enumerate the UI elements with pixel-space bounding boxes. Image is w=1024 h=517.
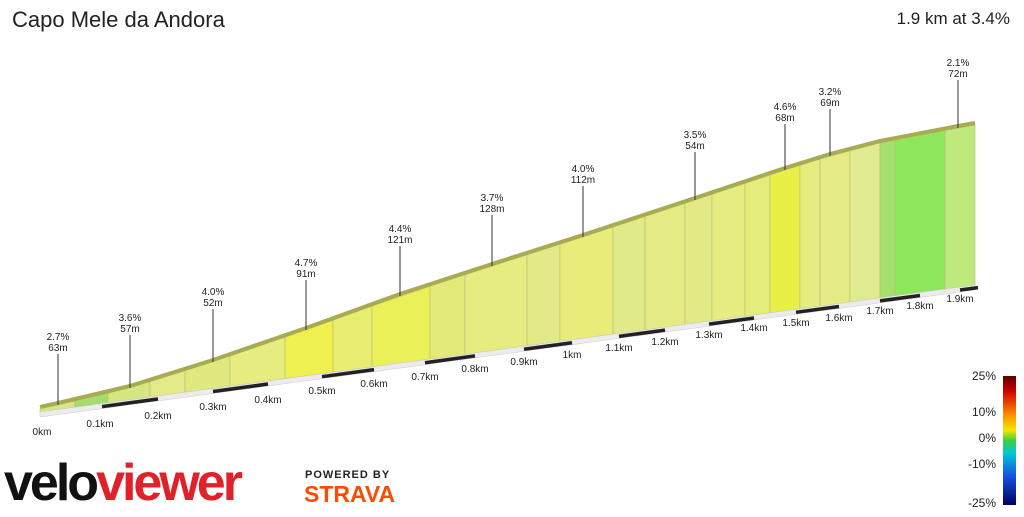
segment-length: 121m	[387, 235, 412, 246]
segment-grade: 3.6%	[119, 313, 142, 324]
segment-grade: 4.0%	[572, 164, 595, 175]
distance-label: 1km	[563, 350, 582, 361]
segment-grade: 4.4%	[389, 224, 412, 235]
distance-dash	[708, 316, 755, 326]
segment-grade: 3.7%	[481, 193, 504, 204]
annotations: 0km 0.1km 0.2km 0.3km 0.4km 0.5km 0.6km 0.7km 0.…	[33, 58, 974, 438]
distance-label: 1.8km	[906, 301, 933, 312]
grade-scale	[1003, 376, 1016, 505]
slice	[644, 202, 686, 331]
distance-label: 0.1km	[86, 419, 113, 430]
segment-grade: 3.2%	[819, 87, 842, 98]
legend-label: 10%	[972, 405, 996, 419]
slice	[849, 142, 881, 303]
slice	[526, 243, 561, 347]
logo: veloviewer	[4, 454, 243, 512]
slice	[744, 174, 771, 317]
strava: STRAVA	[304, 481, 395, 507]
distance-dash	[424, 354, 476, 365]
segment-length: 91m	[296, 269, 315, 280]
slice	[769, 164, 801, 314]
segment-length: 68m	[775, 113, 794, 124]
segment-length: 128m	[479, 204, 504, 215]
distance-dash	[101, 397, 159, 409]
logo-left: velo	[4, 454, 97, 512]
distance-label: 0.2km	[144, 411, 171, 422]
segment-length: 57m	[120, 324, 139, 335]
segment-grade: 4.6%	[774, 102, 797, 113]
legend-label: 0%	[979, 431, 997, 445]
distance-label: 1.9km	[946, 294, 973, 305]
distance-label: 0.6km	[360, 379, 387, 390]
distance-dash	[795, 304, 840, 315]
distance-dash	[212, 382, 269, 394]
distance-label: 1.7km	[866, 306, 893, 317]
distance-label: 1.5km	[782, 318, 809, 329]
logo-right: viewer	[96, 454, 243, 512]
segment-length: 112m	[571, 175, 595, 186]
segment-grade: 3.5%	[684, 130, 707, 141]
distance-label: 0.4km	[254, 395, 281, 406]
legend-label: -10%	[968, 457, 996, 471]
legend-label: 25%	[972, 369, 996, 383]
distance-label: 0.9km	[510, 357, 537, 368]
segment-length: 52m	[203, 298, 222, 309]
powered-by: POWERED BY	[305, 469, 390, 481]
segment-length: 54m	[685, 141, 704, 152]
distance-dash	[618, 328, 666, 339]
distance-label: 0.7km	[411, 372, 438, 383]
distance-dash	[959, 285, 979, 292]
distance-dash	[321, 367, 375, 379]
distance-label: 1.2km	[651, 337, 678, 348]
distance-dash	[523, 341, 573, 351]
distance-label: 1.6km	[825, 313, 852, 324]
distance-label: 0.5km	[308, 386, 335, 397]
distance-label: 1.3km	[695, 330, 722, 341]
segment-grade: 4.7%	[295, 258, 318, 269]
slice	[819, 150, 851, 307]
slice	[711, 182, 746, 322]
segment-grade: 4.0%	[202, 287, 225, 298]
distance-label: 1.4km	[740, 323, 767, 334]
slice	[944, 124, 976, 290]
segment-length: 69m	[820, 98, 839, 109]
segment-grade: 2.7%	[47, 332, 70, 343]
distance-label: 0km	[33, 427, 52, 438]
distance-dash	[879, 293, 921, 303]
legend: 25% 10% 0% -10% -25%	[968, 369, 996, 510]
segment-grade: 2.1%	[947, 58, 970, 69]
slice	[894, 130, 946, 297]
slice	[429, 274, 466, 360]
slice	[879, 139, 896, 299]
distance-label: 0.8km	[461, 364, 488, 375]
segment-length: 63m	[48, 343, 67, 354]
slice	[799, 158, 821, 310]
slice	[371, 285, 431, 368]
profile	[39, 121, 979, 418]
legend-label: -25%	[968, 496, 996, 510]
summary: 1.9 km at 3.4%	[897, 9, 1010, 28]
slice	[559, 226, 614, 342]
slice	[612, 216, 646, 335]
title: Capo Mele da Andora	[12, 7, 226, 32]
distance-label: 0.3km	[199, 402, 226, 413]
top-edge	[39, 121, 976, 409]
distance-label: 1.1km	[605, 343, 632, 354]
slice	[684, 193, 713, 325]
segment-length: 72m	[948, 69, 967, 80]
